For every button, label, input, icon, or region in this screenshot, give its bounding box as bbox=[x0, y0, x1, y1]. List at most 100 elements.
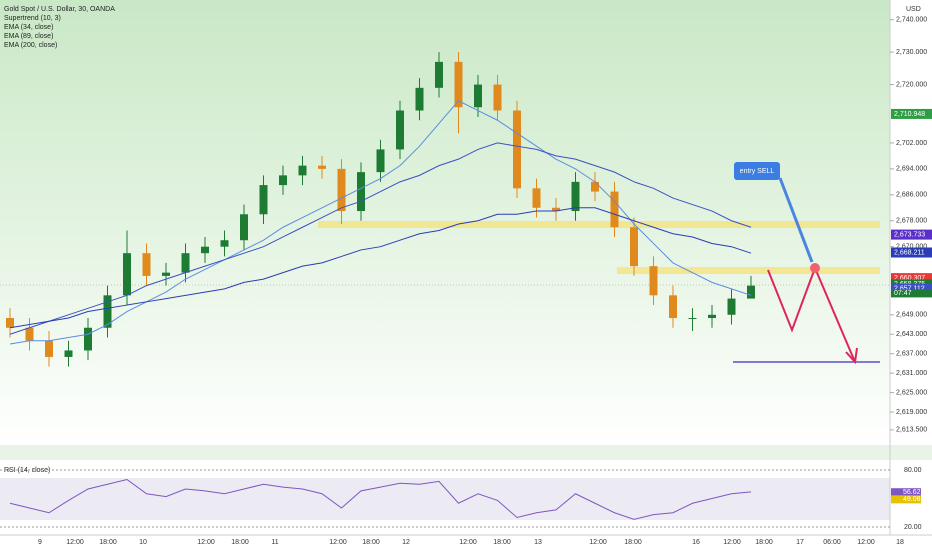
rsi-badge-text: 56.62 bbox=[903, 489, 921, 496]
x-tick-label: 9 bbox=[38, 539, 42, 546]
price-badge-text: 2,668.211 bbox=[894, 249, 925, 256]
y-tick-label: 2,686.000 bbox=[896, 192, 927, 199]
candle-body bbox=[649, 266, 658, 296]
candle-body bbox=[181, 253, 190, 273]
candle-body bbox=[123, 253, 131, 296]
countdown: 07:47 bbox=[894, 290, 912, 297]
x-tick-label: 16 bbox=[692, 539, 700, 546]
candle-body bbox=[64, 350, 73, 357]
candle-body bbox=[396, 110, 404, 150]
candle-body bbox=[532, 188, 541, 208]
x-tick-label: 12:00 bbox=[66, 539, 84, 546]
x-tick-label: 12:00 bbox=[589, 539, 607, 546]
y-tick-label: 2,643.000 bbox=[896, 331, 927, 338]
entry-point bbox=[810, 263, 820, 273]
candle-body bbox=[6, 318, 14, 328]
rsi-badge-text: 49.08 bbox=[903, 496, 921, 503]
y-tick-label: 2,631.000 bbox=[896, 370, 927, 377]
price-badge-text: 2,673.733 bbox=[894, 231, 925, 238]
candle-body bbox=[552, 207, 560, 212]
x-tick-label: 12 bbox=[402, 539, 410, 546]
candle-body bbox=[610, 191, 619, 228]
resistance-zone bbox=[617, 267, 880, 274]
candle-body bbox=[630, 227, 638, 267]
y-tick-label: 2,619.000 bbox=[896, 409, 927, 416]
candle-body bbox=[240, 214, 248, 241]
x-tick-label: 18 bbox=[896, 539, 904, 546]
x-tick-label: 18:00 bbox=[755, 539, 773, 546]
candle-body bbox=[376, 149, 385, 173]
candle-body bbox=[493, 84, 502, 111]
legend-entry: EMA (89, close) bbox=[4, 33, 53, 40]
candle-body bbox=[201, 246, 209, 254]
candle-body bbox=[415, 87, 424, 111]
y-tick-label: 2,678.000 bbox=[896, 218, 927, 225]
candle-body bbox=[454, 61, 463, 108]
candle-body bbox=[669, 295, 677, 319]
y-tick-label: 2,730.000 bbox=[896, 49, 927, 56]
candle-body bbox=[279, 175, 287, 186]
resistance-zone bbox=[318, 221, 880, 228]
y-tick-label: 2,694.000 bbox=[896, 166, 927, 173]
y-tick-label: 2,613.500 bbox=[896, 427, 927, 434]
candle-body bbox=[727, 298, 736, 315]
candle-body bbox=[513, 110, 521, 189]
candle-body bbox=[688, 318, 697, 320]
legend-entry: EMA (200, close) bbox=[4, 42, 57, 49]
rsi-tick-label: 80.00 bbox=[904, 467, 922, 474]
rsi-tick-label: 20.00 bbox=[904, 524, 922, 531]
x-tick-label: 18:00 bbox=[624, 539, 642, 546]
candle-body bbox=[298, 165, 307, 176]
candle-body bbox=[357, 172, 365, 212]
candle-body bbox=[337, 168, 346, 212]
x-tick-label: 12:00 bbox=[459, 539, 477, 546]
y-tick-label: 2,625.000 bbox=[896, 389, 927, 396]
candle-body bbox=[259, 185, 268, 215]
x-tick-label: 06:00 bbox=[823, 539, 841, 546]
candle-body bbox=[747, 285, 755, 299]
price-badge-text: 2,657.112 bbox=[894, 285, 925, 292]
price-badge-text: 2,660.307 bbox=[894, 275, 925, 282]
arrow-head bbox=[845, 347, 858, 365]
x-tick-label: 18:00 bbox=[231, 539, 249, 546]
candle-body bbox=[45, 340, 53, 357]
price-badge bbox=[891, 273, 932, 284]
price-badge bbox=[891, 283, 932, 294]
ema-line bbox=[9, 100, 752, 345]
countdown-badge bbox=[891, 289, 932, 298]
y-tick-label: 2,720.000 bbox=[896, 81, 927, 88]
candle-body bbox=[162, 272, 170, 276]
candle-body bbox=[25, 327, 34, 341]
x-tick-label: 10 bbox=[139, 539, 147, 546]
x-tick-label: 17 bbox=[796, 539, 804, 546]
y-tick-label: 2,670.000 bbox=[896, 244, 927, 251]
rsi-badge bbox=[891, 488, 921, 497]
x-tick-label: 18:00 bbox=[493, 539, 511, 546]
candle-body bbox=[474, 84, 482, 108]
legend-entry: EMA (34, close) bbox=[4, 24, 53, 31]
rsi-band bbox=[0, 478, 890, 520]
currency: USD bbox=[906, 6, 921, 13]
price-badge bbox=[891, 247, 932, 258]
price-badge bbox=[891, 229, 932, 240]
candle-body bbox=[142, 253, 151, 276]
x-tick-label: 18:00 bbox=[99, 539, 117, 546]
y-tick-label: 2,637.000 bbox=[896, 351, 927, 358]
callout bbox=[734, 162, 780, 180]
x-tick-label: 12:00 bbox=[723, 539, 741, 546]
chart-title: Gold Spot / U.S. Dollar, 30, OANDA bbox=[4, 6, 115, 13]
candle-body bbox=[708, 314, 716, 319]
price-badge-text: 2,710.948 bbox=[894, 111, 925, 118]
rsi-line bbox=[9, 478, 752, 520]
ema-line bbox=[9, 207, 752, 329]
candle-body bbox=[571, 181, 580, 212]
x-tick-label: 12:00 bbox=[197, 539, 215, 546]
candle-body bbox=[103, 295, 112, 328]
candle-body bbox=[318, 165, 326, 169]
y-tick-label: 2,740.000 bbox=[896, 17, 927, 24]
candle-body bbox=[220, 240, 229, 247]
indicator-label: Supertrend (10, 3) bbox=[4, 15, 61, 22]
price-badge bbox=[891, 108, 932, 119]
y-tick-label: 2,702.000 bbox=[896, 140, 927, 147]
